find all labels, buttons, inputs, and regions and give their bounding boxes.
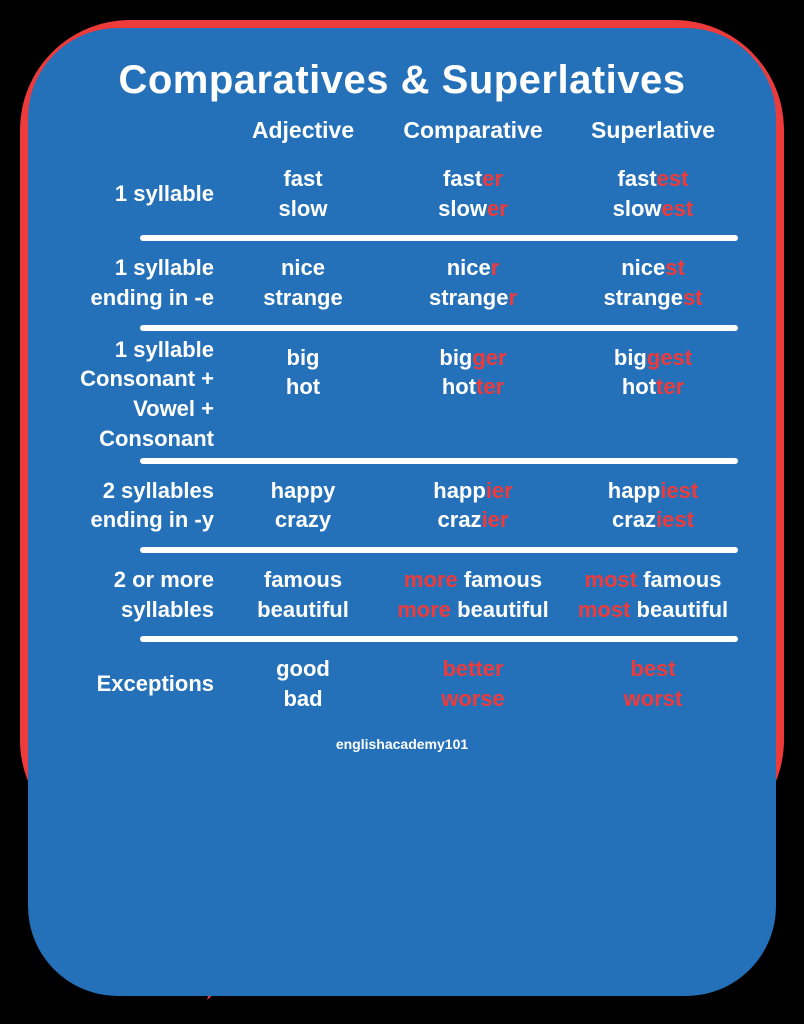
col-header-superlative: Superlative	[568, 115, 738, 146]
comparative-cell: happier crazier	[378, 468, 568, 543]
superlative-cell: fastest slowest	[568, 156, 738, 231]
comparative-cell: better worse	[378, 646, 568, 721]
divider	[140, 325, 738, 331]
divider	[140, 636, 738, 642]
category-label: 1 syllable	[68, 156, 228, 231]
category-label: 2 syllables ending in -y	[68, 468, 228, 543]
col-header-comparative: Comparative	[378, 115, 568, 146]
col-header-adjective: Adjective	[228, 115, 378, 146]
adjective-cell: good bad	[228, 646, 378, 721]
comparative-cell: nicer stranger	[378, 245, 568, 320]
tail-cover	[258, 828, 438, 868]
superlative-cell: happiest craziest	[568, 468, 738, 543]
category-label: 1 syllable ending in -e	[68, 245, 228, 320]
superlative-cell: most famous most beautiful	[568, 557, 738, 632]
category-label: 1 syllable Consonant + Vowel + Consonant	[68, 335, 228, 454]
divider	[140, 458, 738, 464]
adjective-cell: big hot	[228, 335, 378, 454]
comparative-cell: more famous more beautiful	[378, 557, 568, 632]
comparative-cell: bigger hotter	[378, 335, 568, 454]
superlative-cell: best worst	[568, 646, 738, 721]
page-title: Comparatives & Superlatives	[68, 58, 736, 103]
superlative-cell: nicest strangest	[568, 245, 738, 320]
divider	[140, 235, 738, 241]
category-label: Exceptions	[68, 646, 228, 721]
credit-label: englishacademy101	[68, 736, 736, 752]
adjective-cell: famous beautiful	[228, 557, 378, 632]
adjective-cell: happy crazy	[228, 468, 378, 543]
comparative-cell: faster slower	[378, 156, 568, 231]
category-label: 2 or more syllables	[68, 557, 228, 632]
adjective-cell: nice strange	[228, 245, 378, 320]
grammar-table: Adjective Comparative Superlative 1 syll…	[68, 115, 736, 722]
speech-bubble-inner: Comparatives & Superlatives Adjective Co…	[28, 28, 776, 996]
superlative-cell: biggest hotter	[568, 335, 738, 454]
adjective-cell: fast slow	[228, 156, 378, 231]
divider	[140, 547, 738, 553]
